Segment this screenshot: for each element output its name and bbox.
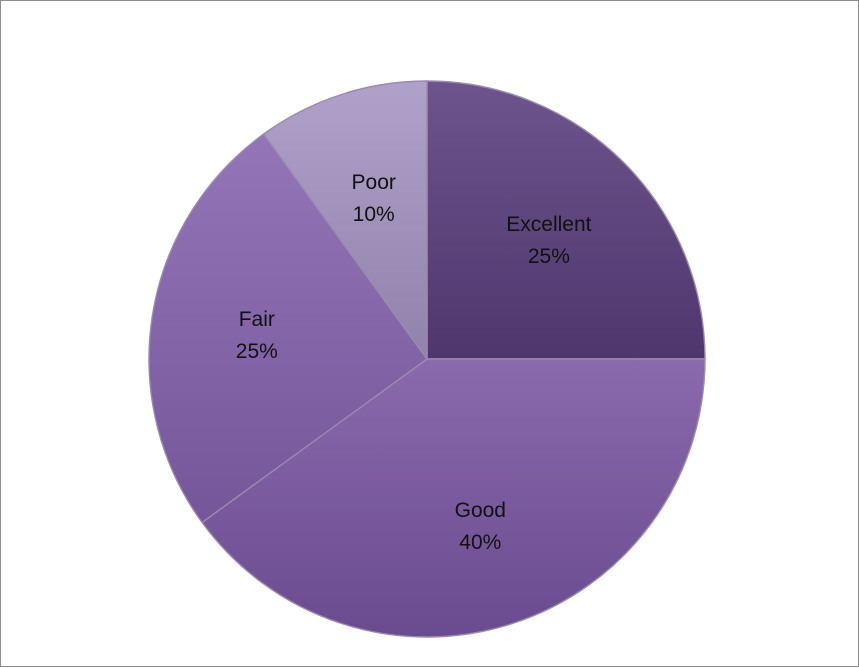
slice-value-label: 40%: [459, 531, 501, 554]
pie-slice-fair: [148, 133, 428, 524]
slice-label-poor: Poor 10%: [352, 171, 396, 226]
slice-category-label: Poor: [352, 171, 396, 194]
pie-slice-excellent: [426, 80, 706, 360]
pie-slice-good: [201, 358, 706, 638]
slice-value-label: 10%: [353, 203, 395, 226]
slice-value-label: 25%: [236, 340, 278, 363]
slice-category-label: Fair: [239, 308, 275, 331]
slice-label-fair: Fair 25%: [236, 308, 278, 363]
slice-category-label: Good: [455, 499, 506, 522]
slice-label-good: Good 40%: [455, 499, 506, 554]
pie-slices: [148, 80, 706, 638]
slice-value-label: 25%: [528, 245, 570, 268]
slice-label-excellent: Excellent 25%: [506, 213, 591, 268]
slice-category-label: Excellent: [506, 213, 591, 236]
pie-labels: Excellent 25% Good 40% Fair 25% Poor 10%: [236, 171, 592, 554]
pie-slice-poor: [262, 80, 428, 360]
